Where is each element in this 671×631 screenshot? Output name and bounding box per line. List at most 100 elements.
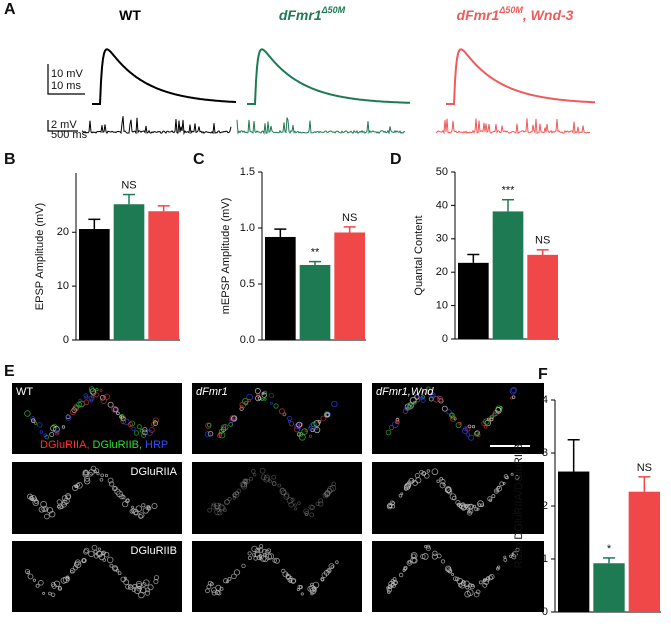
puncta [451, 573, 455, 576]
puncta [29, 496, 34, 501]
puncta [207, 430, 214, 437]
puncta [233, 569, 241, 576]
puncta [227, 576, 232, 581]
puncta [126, 498, 130, 502]
puncta [222, 424, 226, 428]
puncta [65, 494, 71, 500]
puncta [476, 432, 481, 438]
column-label: dFmr1 [196, 386, 228, 398]
puncta [298, 432, 304, 437]
puncta [328, 563, 335, 570]
puncta [257, 396, 262, 401]
puncta [223, 508, 227, 513]
puncta [489, 414, 495, 419]
puncta [325, 412, 330, 417]
epsp-trace [92, 48, 236, 105]
puncta [287, 415, 293, 421]
bar [458, 262, 489, 339]
y-axis-label: Ratio DGluRIIA/DGluRIIB [513, 444, 525, 569]
puncta [38, 506, 45, 513]
bar [492, 211, 524, 339]
significance: * [607, 543, 612, 555]
puncta [463, 426, 468, 431]
puncta [303, 508, 309, 514]
puncta [335, 560, 339, 564]
puncta [309, 423, 316, 430]
row-label: DGluRIIA [131, 466, 178, 478]
puncta [263, 474, 271, 481]
puncta [91, 544, 98, 551]
puncta [404, 405, 410, 411]
puncta [259, 467, 266, 474]
puncta [219, 428, 225, 434]
puncta [218, 431, 226, 439]
scale-bar [47, 120, 78, 132]
puncta [207, 507, 212, 513]
y-tick-label: 0 [442, 333, 448, 345]
puncta [287, 419, 291, 423]
puncta [510, 386, 517, 394]
column-label: WT [16, 386, 33, 398]
puncta [123, 576, 127, 580]
puncta [227, 496, 232, 502]
puncta [398, 572, 404, 578]
micrograph [372, 462, 544, 534]
puncta [497, 485, 501, 490]
puncta [329, 484, 337, 492]
panel-label: D [390, 151, 402, 168]
puncta [314, 427, 318, 431]
y-tick-label: 40 [436, 199, 448, 211]
puncta [460, 502, 466, 508]
puncta [129, 509, 134, 514]
puncta [317, 419, 322, 424]
bar [79, 229, 110, 340]
puncta [219, 505, 226, 512]
y-axis-label: Quantal Content [413, 215, 425, 295]
puncta [207, 580, 213, 586]
puncta [65, 414, 72, 421]
puncta [502, 481, 506, 485]
puncta [141, 432, 147, 438]
puncta [284, 492, 290, 498]
puncta [511, 551, 518, 558]
puncta [304, 511, 310, 516]
puncta [489, 417, 494, 422]
puncta [216, 508, 220, 512]
puncta [83, 399, 90, 406]
puncta [444, 486, 452, 494]
puncta [34, 421, 38, 425]
y-tick-label: 0 [63, 334, 69, 346]
bar [148, 211, 179, 340]
puncta [395, 417, 400, 422]
puncta [288, 421, 294, 427]
puncta [214, 505, 219, 510]
puncta [210, 504, 217, 510]
puncta [409, 396, 417, 404]
puncta [258, 554, 263, 558]
bar [558, 471, 590, 612]
puncta [279, 488, 287, 495]
puncta [268, 392, 275, 399]
puncta [323, 491, 330, 498]
y-tick-label: 0.0 [240, 334, 255, 346]
scale-bar [47, 64, 85, 95]
puncta [62, 576, 70, 583]
puncta [96, 471, 100, 476]
puncta [301, 428, 308, 435]
puncta [320, 576, 325, 582]
puncta [476, 507, 480, 511]
puncta [88, 550, 95, 558]
puncta [98, 553, 106, 561]
puncta [465, 585, 470, 590]
puncta [34, 499, 39, 504]
puncta [300, 592, 304, 596]
puncta [446, 566, 452, 572]
puncta [259, 555, 267, 562]
puncta [108, 481, 115, 487]
puncta [263, 397, 267, 401]
puncta [139, 428, 144, 433]
puncta [411, 553, 417, 559]
puncta [113, 566, 118, 571]
puncta [313, 426, 321, 434]
puncta [259, 544, 264, 549]
